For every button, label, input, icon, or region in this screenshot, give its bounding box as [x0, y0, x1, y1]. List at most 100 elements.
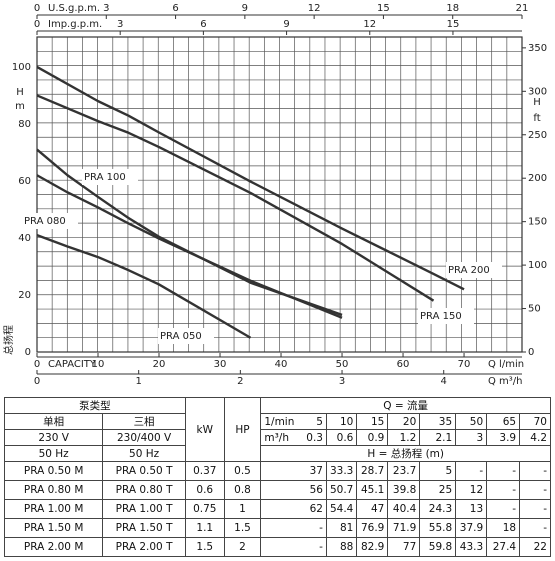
- curve: [36, 65, 465, 291]
- x-tick-label: 40: [275, 359, 288, 370]
- header-cell: 50 Hz: [102, 445, 186, 462]
- table-cell: 12: [455, 480, 488, 500]
- curve: [36, 94, 435, 302]
- header-cell: kW: [184, 397, 225, 462]
- table-cell: 40.4: [387, 499, 421, 519]
- y2-tick-label: 250: [528, 130, 547, 141]
- y2-tick-label: 150: [528, 217, 547, 228]
- label-bg: [82, 169, 138, 185]
- x-tick-label: 1: [135, 376, 141, 387]
- x-tick-label: 60: [397, 359, 410, 370]
- table-cell: 71.9: [387, 518, 421, 538]
- label-bg: [158, 328, 214, 344]
- table-cell: -: [486, 461, 521, 481]
- table-cell: 81: [325, 518, 358, 538]
- table-cell: PRA 2.00 T: [102, 537, 186, 557]
- table-cell: 18: [486, 518, 521, 538]
- label-bg: [446, 262, 502, 278]
- table-cell: 1.5: [223, 518, 262, 538]
- y2-tick-label: 50: [528, 304, 541, 315]
- table-cell: 25: [419, 480, 457, 500]
- y2-tick-label: 350: [528, 43, 547, 54]
- x-tick-label: 0: [34, 19, 40, 30]
- header-cell: 230 V: [3, 429, 104, 446]
- table-cell: PRA 1.50 M: [3, 518, 104, 538]
- curve: [36, 174, 343, 319]
- table-cell: 2: [223, 537, 262, 557]
- x-tick-label: 20: [153, 359, 166, 370]
- table-cell: 77: [387, 537, 421, 557]
- table-cell: 39.8: [387, 480, 421, 500]
- x-tick-label: 10: [92, 359, 105, 370]
- table-cell: 56: [260, 480, 327, 500]
- y-tick-label: 0: [25, 347, 31, 358]
- y2-tick-label: 0: [528, 347, 534, 358]
- table-cell: PRA 0.80 M: [3, 480, 104, 500]
- label-bg: [418, 308, 474, 324]
- table-cell: 4.2: [519, 429, 551, 446]
- y-tick-label: 80: [18, 119, 31, 130]
- cell-wrap: m³/h 0.3: [264, 432, 323, 444]
- table-cell: 88: [325, 537, 358, 557]
- y-tick-label: 20: [18, 290, 31, 301]
- y-tick-label: 100: [12, 62, 31, 73]
- curve-label: PRA 050: [160, 331, 202, 342]
- table-cell: PRA 1.50 T: [102, 518, 186, 538]
- table-cell: 20: [387, 413, 421, 430]
- table-cell: PRA 0.80 T: [102, 480, 186, 500]
- axis-label: Q m³/h: [488, 376, 523, 387]
- table-cell: -: [519, 461, 551, 481]
- table-cell: PRA 1.00 T: [102, 499, 186, 519]
- table-cell: 50: [455, 413, 488, 430]
- x-tick-label: 2: [237, 376, 243, 387]
- axis-label: H: [533, 97, 541, 108]
- x-tick-label: 0: [34, 3, 40, 14]
- table-cell: 37: [260, 461, 327, 481]
- table-cell: 5: [419, 461, 457, 481]
- curve-label: PRA 100: [84, 172, 126, 183]
- curve-label: PRA 150: [420, 311, 462, 322]
- table-cell: 35: [419, 413, 457, 430]
- x-tick-label: 21: [516, 3, 529, 14]
- label-bg: [22, 213, 78, 229]
- header-cell: H = 总扬程 (m): [260, 445, 551, 462]
- table-cell: m³/h 0.3: [260, 429, 327, 446]
- axis-label: H: [16, 87, 24, 98]
- table-cell: 23.7: [387, 461, 421, 481]
- x-tick-label: 6: [200, 19, 206, 30]
- table-cell: -: [519, 480, 551, 500]
- table-cell: 47: [356, 499, 389, 519]
- table-row: PRA 1.00 M PRA 1.00 T 0.75 1 62 54.4 47 40.4 24.…: [3, 499, 551, 519]
- table-cell: 54.4: [325, 499, 358, 519]
- table-cell: 1/min 5: [260, 413, 327, 430]
- table-cell: 22: [519, 537, 551, 557]
- header-cell: 单相: [3, 413, 104, 430]
- cell-text: m³/h: [264, 431, 289, 444]
- table-cell: 1.2: [387, 429, 421, 446]
- table-cell: 3: [455, 429, 488, 446]
- x-tick-label: 12: [363, 19, 376, 30]
- x-tick-label: 0: [34, 376, 40, 387]
- axis-label: U.S.g.p.m.: [48, 3, 100, 14]
- table-row: PRA 1.50 M PRA 1.50 T 1.1 1.5-81 76.9 71.9 55.…: [3, 518, 551, 538]
- table-cell: 28.7: [356, 461, 389, 481]
- table-cell: 33.3: [325, 461, 358, 481]
- table-cell: 45.1: [356, 480, 389, 500]
- table-cell: 1.1: [184, 518, 225, 538]
- table-cell: 0.6: [325, 429, 358, 446]
- curve: [36, 233, 252, 339]
- table-cell: 82.9: [356, 537, 389, 557]
- x-tick-label: 0: [34, 359, 40, 370]
- x-tick-label: 9: [242, 3, 248, 14]
- header-cell: 三相: [102, 413, 186, 430]
- table-cell: 24.3: [419, 499, 457, 519]
- table-cell: -: [260, 537, 327, 557]
- table-cell: 2.1: [419, 429, 457, 446]
- table-cell: -: [519, 499, 551, 519]
- x-tick-label: 18: [446, 3, 459, 14]
- plot-frame: [36, 36, 523, 353]
- table-cell: 65: [486, 413, 521, 430]
- x-tick-label: 9: [283, 19, 289, 30]
- table-cell: 27.4: [486, 537, 521, 557]
- header-cell: 泵类型: [4, 397, 186, 414]
